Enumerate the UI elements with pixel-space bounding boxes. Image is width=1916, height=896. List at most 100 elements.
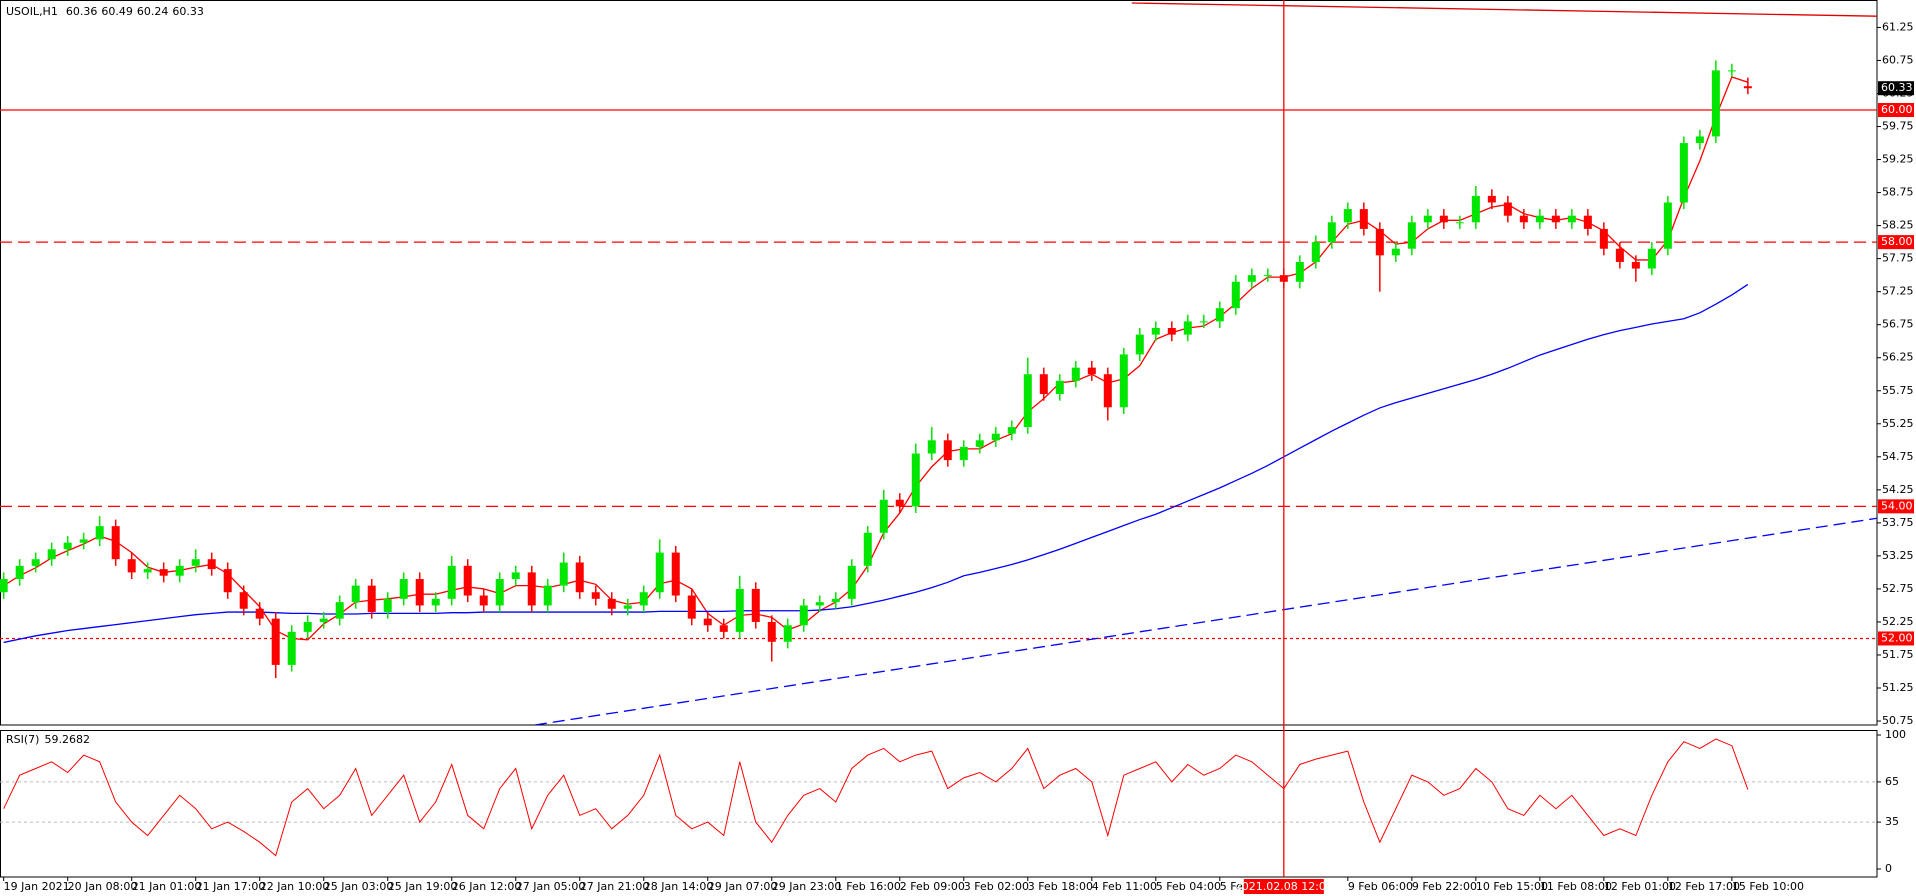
y-tick-label: 58.75 — [1882, 186, 1914, 199]
candle-body — [191, 559, 200, 566]
candle-body — [1487, 195, 1496, 203]
candle-body — [1023, 374, 1032, 428]
candle-body — [863, 532, 872, 566]
candle-body — [1119, 354, 1128, 408]
y-tick-label: 54.75 — [1882, 450, 1914, 463]
y-tick-label: 60.75 — [1882, 53, 1914, 66]
chart-header: USOIL,H1 60.36 60.49 60.24 60.33 — [6, 5, 204, 18]
trendline — [1131, 2, 1877, 17]
candle-body — [415, 579, 424, 606]
x-tick-label: 3 Feb 02:00 — [964, 880, 1029, 893]
candle-body — [639, 592, 648, 606]
candle-body — [735, 588, 744, 632]
x-tick-label: 4 Feb 11:00 — [1092, 880, 1157, 893]
candle-body — [1071, 367, 1080, 381]
candle-body — [1439, 215, 1448, 223]
candle-body — [1615, 248, 1624, 262]
candle-body — [975, 440, 984, 447]
candle-body — [367, 585, 376, 613]
candle-body — [1599, 228, 1608, 249]
candle-body — [719, 625, 728, 632]
candle-body — [607, 598, 616, 609]
candle-body — [1535, 215, 1544, 223]
x-tick-label: 10 Feb 15:00 — [1476, 880, 1548, 893]
candle-body — [1055, 380, 1064, 395]
x-tick-label: 15 Feb 10:00 — [1732, 880, 1804, 893]
y-tick-label: 51.25 — [1882, 681, 1914, 694]
candle-body — [1455, 222, 1464, 224]
symbol: USOIL,H1 — [6, 5, 58, 18]
candle-body — [559, 562, 568, 586]
close-value: 60.33 — [172, 5, 204, 18]
crosshair-label-box — [1243, 879, 1324, 894]
candle-body — [495, 579, 504, 606]
candle-body — [687, 595, 696, 619]
main-plot — [0, 2, 1877, 725]
low-value: 60.24 — [137, 5, 169, 18]
candle-body — [527, 572, 536, 606]
rsi-tick-label: 35 — [1885, 815, 1899, 828]
candle-body — [943, 440, 952, 461]
candle-body — [1183, 321, 1192, 335]
candle-body — [1087, 367, 1096, 375]
level-label: 60.00 — [1881, 103, 1913, 116]
candle-body — [927, 440, 936, 454]
rsi-tick-label: 65 — [1885, 775, 1899, 788]
y-tick-label: 59.25 — [1882, 153, 1914, 166]
candle-body — [63, 542, 72, 550]
x-tick-label: 27 Jan 05:00 — [516, 880, 586, 893]
candle-body — [1503, 202, 1512, 216]
x-tick-label: 9 Feb 22:00 — [1412, 880, 1477, 893]
price-label: 60.33 — [1881, 81, 1913, 94]
rsi-line — [3, 738, 1749, 857]
candle-body — [31, 559, 40, 566]
candle-body — [383, 598, 392, 613]
main-panel-frame — [0, 0, 1878, 726]
rsi-tick-label: 0 — [1885, 862, 1892, 875]
x-tick-label: 27 Jan 21:00 — [580, 880, 650, 893]
candle-body — [671, 552, 680, 596]
rsi-label: RSI(7) — [6, 733, 39, 746]
candle-body — [223, 569, 232, 593]
candle-body — [1103, 374, 1112, 408]
candle-body — [399, 579, 408, 599]
candle-body — [831, 598, 840, 603]
x-tick-label: 28 Jan 14:00 — [644, 880, 714, 893]
y-tick-label: 55.75 — [1882, 384, 1914, 397]
y-tick-label: 54.25 — [1882, 483, 1914, 496]
candle-body — [991, 433, 1000, 441]
candle-body — [431, 598, 440, 606]
candle-body — [1423, 215, 1432, 223]
x-tick-label: 11 Feb 08:00 — [1540, 880, 1612, 893]
candle-body — [111, 526, 120, 560]
candle-body — [127, 559, 136, 573]
candle-body — [1231, 281, 1240, 309]
candle-body — [767, 621, 776, 642]
candle-body — [271, 618, 280, 665]
y-tick-label: 57.25 — [1882, 285, 1914, 298]
level-label: 58.00 — [1881, 235, 1913, 248]
candle-body — [335, 602, 344, 619]
candle-body — [463, 565, 472, 596]
candle-body — [911, 453, 920, 507]
candle-body — [1295, 261, 1304, 282]
level-label-box — [1878, 631, 1914, 646]
y-tick-label: 51.75 — [1882, 648, 1914, 661]
y-tick-label: 52.75 — [1882, 582, 1914, 595]
candle-body — [1263, 275, 1272, 277]
y-tick-label: 56.75 — [1882, 318, 1914, 331]
candle-body — [1471, 195, 1480, 223]
candle-body — [623, 605, 632, 609]
y-tick-label: 57.75 — [1882, 252, 1914, 265]
y-tick-label: 59.75 — [1882, 120, 1914, 133]
candle-body — [239, 592, 248, 609]
y-tick-label: 53.75 — [1882, 516, 1914, 529]
candle-body — [1311, 242, 1320, 262]
x-tick-label: 12 Feb 01:00 — [1604, 880, 1676, 893]
y-tick-label: 55.25 — [1882, 417, 1914, 430]
candle-body — [511, 572, 520, 580]
candle-body — [575, 562, 584, 593]
candle-body — [847, 565, 856, 599]
